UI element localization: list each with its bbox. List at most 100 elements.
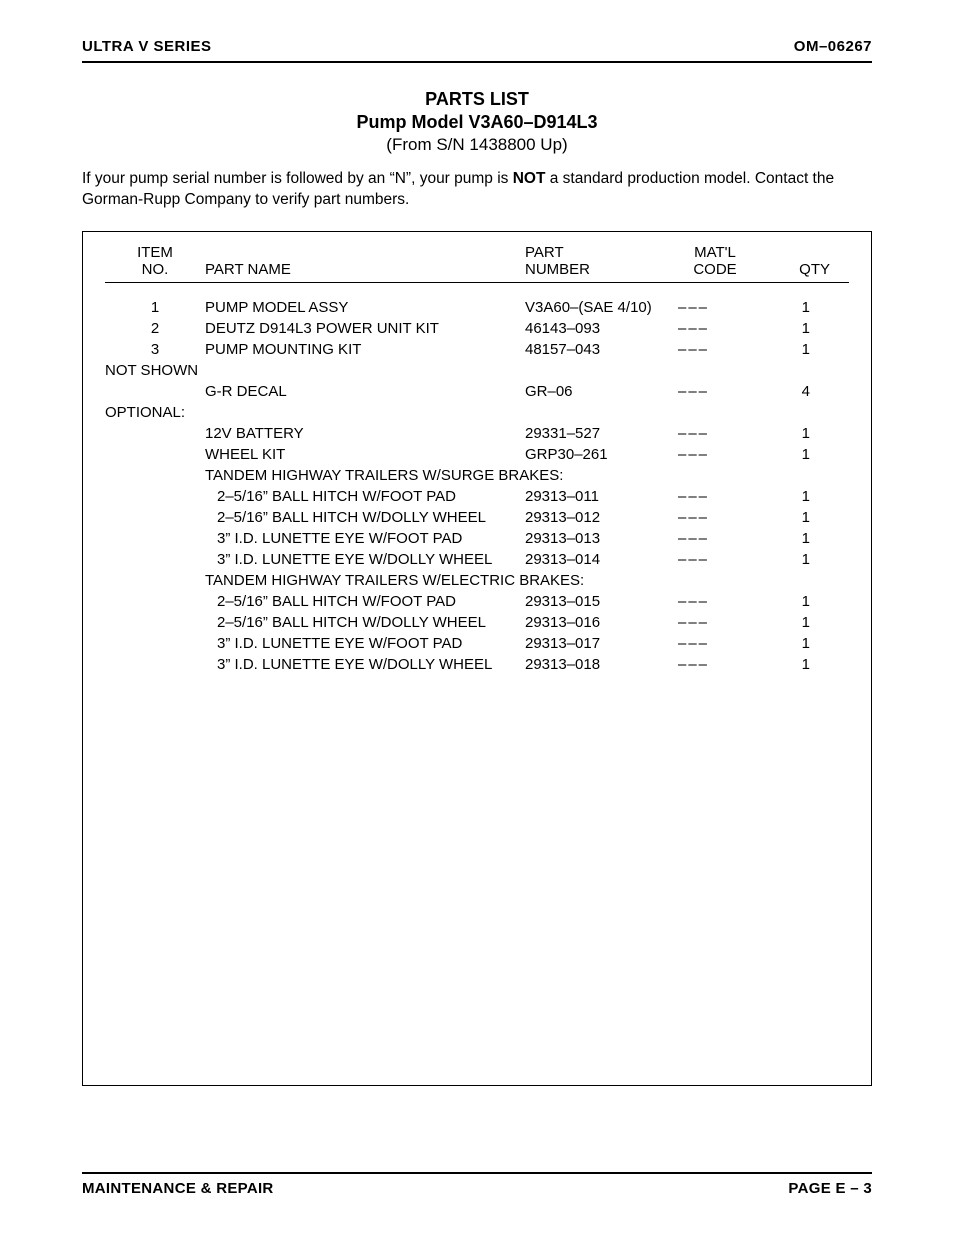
cell-item: 3: [105, 339, 205, 360]
cell-matl: –––: [670, 654, 760, 675]
not-shown-label: NOT SHOWN: [105, 360, 849, 381]
cell-matl: –––: [670, 444, 760, 465]
table-row: 2–5/16” BALL HITCH W/FOOT PAD29313–011––…: [105, 486, 849, 507]
cell-name: 2–5/16” BALL HITCH W/FOOT PAD: [205, 591, 525, 612]
cell-qty: 1: [760, 339, 830, 360]
cell-qty: 4: [760, 381, 830, 402]
cell-item: [105, 612, 205, 633]
th-qty: QTY: [799, 261, 830, 278]
cell-item: [105, 423, 205, 444]
cell-item: [105, 381, 205, 402]
cell-part: GR–06: [525, 381, 670, 402]
cell-matl: –––: [670, 297, 760, 318]
cell-item: [105, 654, 205, 675]
cell-name: 2–5/16” BALL HITCH W/DOLLY WHEEL: [205, 612, 525, 633]
cell-matl: –––: [670, 633, 760, 654]
cell-part: 29313–013: [525, 528, 670, 549]
table-row: 3” I.D. LUNETTE EYE W/FOOT PAD29313–013–…: [105, 528, 849, 549]
cell-item: [105, 591, 205, 612]
cell-matl: –––: [670, 507, 760, 528]
note-text: If your pump serial number is followed b…: [82, 169, 872, 211]
cell-matl: –––: [670, 381, 760, 402]
table-row: 2DEUTZ D914L3 POWER UNIT KIT46143–093–––…: [105, 318, 849, 339]
cell-name: 3” I.D. LUNETTE EYE W/FOOT PAD: [205, 633, 525, 654]
table-header-rule: [105, 282, 849, 283]
note-bold: NOT: [513, 170, 546, 187]
cell-qty: 1: [760, 507, 830, 528]
footer-left: MAINTENANCE & REPAIR: [82, 1180, 274, 1197]
page-header: ULTRA V SERIES OM–06267: [82, 38, 872, 61]
cell-matl: –––: [670, 591, 760, 612]
cell-part: 29313–016: [525, 612, 670, 633]
cell-item: 1: [105, 297, 205, 318]
cell-item: [105, 633, 205, 654]
cell-name: DEUTZ D914L3 POWER UNIT KIT: [205, 318, 525, 339]
table-row: 3” I.D. LUNETTE EYE W/DOLLY WHEEL29313–0…: [105, 654, 849, 675]
cell-name: 2–5/16” BALL HITCH W/DOLLY WHEEL: [205, 507, 525, 528]
cell-matl: –––: [670, 318, 760, 339]
title-block: PARTS LIST Pump Model V3A60–D914L3 (From…: [82, 89, 872, 155]
cell-part: 29331–527: [525, 423, 670, 444]
cell-item: [105, 507, 205, 528]
header-rule: [82, 61, 872, 63]
cell-qty: 1: [760, 423, 830, 444]
cell-part: 29313–018: [525, 654, 670, 675]
cell-part: V3A60–(SAE 4/10): [525, 297, 670, 318]
cell-name: PUMP MODEL ASSY: [205, 297, 525, 318]
th-part-1: PART: [525, 244, 670, 261]
sub2-label: TANDEM HIGHWAY TRAILERS W/ELECTRIC BRAKE…: [105, 570, 849, 591]
cell-part: 29313–015: [525, 591, 670, 612]
header-right: OM–06267: [794, 38, 872, 55]
cell-part: 46143–093: [525, 318, 670, 339]
cell-matl: –––: [670, 423, 760, 444]
title-serial: (From S/N 1438800 Up): [82, 135, 872, 155]
cell-qty: 1: [760, 528, 830, 549]
sub1-label: TANDEM HIGHWAY TRAILERS W/SURGE BRAKES:: [105, 465, 849, 486]
th-item-2: NO.: [105, 261, 205, 278]
note-part1: If your pump serial number is followed b…: [82, 170, 513, 187]
page-footer: MAINTENANCE & REPAIR PAGE E – 3: [82, 1172, 872, 1197]
table-row: 2–5/16” BALL HITCH W/DOLLY WHEEL29313–01…: [105, 507, 849, 528]
header-left: ULTRA V SERIES: [82, 38, 212, 55]
cell-part: 29313–012: [525, 507, 670, 528]
table-row: 3PUMP MOUNTING KIT48157–043–––1: [105, 339, 849, 360]
cell-item: [105, 444, 205, 465]
cell-part: 29313–011: [525, 486, 670, 507]
cell-part: 29313–014: [525, 549, 670, 570]
cell-matl: –––: [670, 549, 760, 570]
table-row: 2–5/16” BALL HITCH W/FOOT PAD29313–015––…: [105, 591, 849, 612]
cell-name: PUMP MOUNTING KIT: [205, 339, 525, 360]
cell-name: 3” I.D. LUNETTE EYE W/FOOT PAD: [205, 528, 525, 549]
parts-table: ITEM NO. PART NAME PART NUMBER MAT'L COD…: [82, 231, 872, 1086]
cell-item: [105, 549, 205, 570]
title-pump-model: Pump Model V3A60–D914L3: [82, 112, 872, 133]
cell-name: WHEEL KIT: [205, 444, 525, 465]
table-row: 1PUMP MODEL ASSYV3A60–(SAE 4/10)–––1: [105, 297, 849, 318]
cell-qty: 1: [760, 612, 830, 633]
table-header-row: ITEM NO. PART NAME PART NUMBER MAT'L COD…: [105, 244, 849, 282]
cell-qty: 1: [760, 297, 830, 318]
cell-qty: 1: [760, 654, 830, 675]
table-row: 2–5/16” BALL HITCH W/DOLLY WHEEL29313–01…: [105, 612, 849, 633]
cell-matl: –––: [670, 486, 760, 507]
cell-name: 3” I.D. LUNETTE EYE W/DOLLY WHEEL: [205, 549, 525, 570]
cell-qty: 1: [760, 444, 830, 465]
cell-qty: 1: [760, 318, 830, 339]
table-row: 3” I.D. LUNETTE EYE W/DOLLY WHEEL29313–0…: [105, 549, 849, 570]
cell-qty: 1: [760, 591, 830, 612]
cell-part: 29313–017: [525, 633, 670, 654]
table-row: 3” I.D. LUNETTE EYE W/FOOT PAD29313–017–…: [105, 633, 849, 654]
cell-part: GRP30–261: [525, 444, 670, 465]
cell-qty: 1: [760, 549, 830, 570]
th-matl-2: CODE: [670, 261, 760, 278]
title-parts-list: PARTS LIST: [82, 89, 872, 110]
cell-name: 12V BATTERY: [205, 423, 525, 444]
cell-qty: 1: [760, 633, 830, 654]
th-matl-1: MAT'L: [670, 244, 760, 261]
footer-rule: [82, 1172, 872, 1174]
table-row: 12V BATTERY29331–527–––1: [105, 423, 849, 444]
th-item-1: ITEM: [105, 244, 205, 261]
optional-label: OPTIONAL:: [105, 402, 849, 423]
footer-right: PAGE E – 3: [788, 1180, 872, 1197]
cell-matl: –––: [670, 612, 760, 633]
